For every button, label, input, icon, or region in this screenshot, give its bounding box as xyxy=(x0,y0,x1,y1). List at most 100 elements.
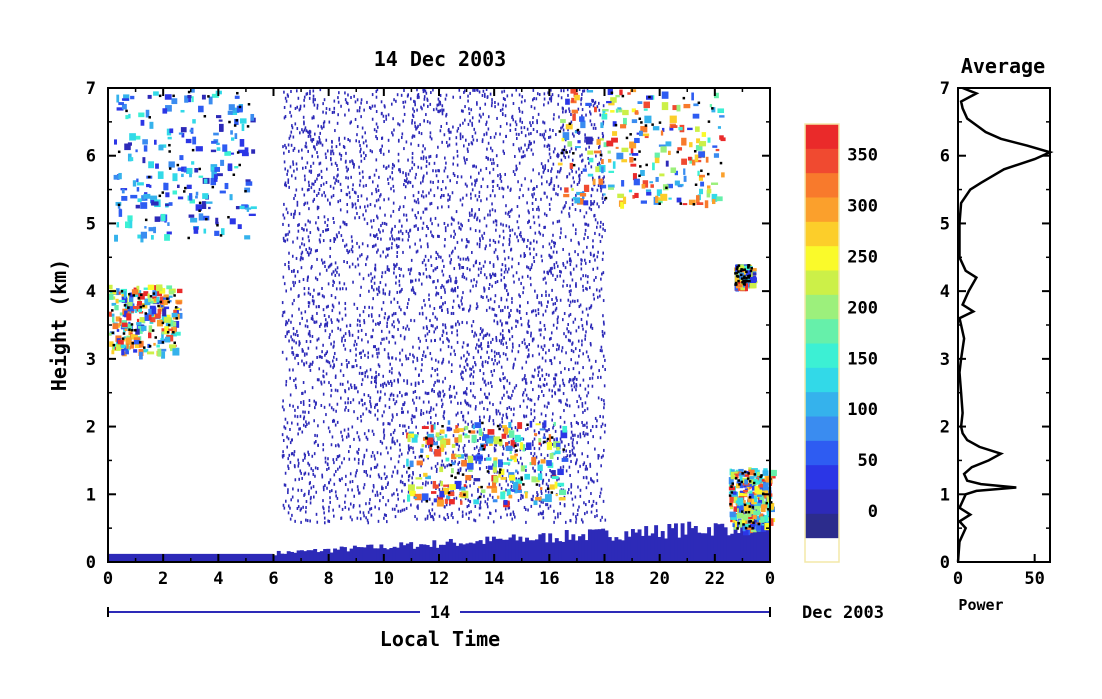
noise-speck xyxy=(412,471,414,475)
noise-speck xyxy=(376,250,378,254)
noise-speck xyxy=(414,415,416,419)
noise-speck xyxy=(410,280,412,284)
noise-speck xyxy=(594,126,597,130)
noise-speck xyxy=(286,169,289,173)
echo-patch xyxy=(439,490,445,498)
noise-speck xyxy=(532,309,535,313)
noise-speck xyxy=(587,355,590,359)
noise-speck xyxy=(578,348,581,352)
noise-speck xyxy=(604,518,607,522)
echo-patch xyxy=(414,496,417,499)
noise-speck xyxy=(425,410,428,414)
boundary-column xyxy=(439,544,443,562)
noise-speck xyxy=(515,132,518,136)
noise-speck xyxy=(530,412,533,416)
noise-speck xyxy=(521,340,524,344)
noise-speck xyxy=(322,488,325,492)
noise-speck xyxy=(348,191,351,195)
noise-speck xyxy=(365,516,367,520)
echo-patch xyxy=(505,445,513,452)
noise-speck xyxy=(293,339,295,343)
noise-speck xyxy=(351,518,353,522)
noise-speck xyxy=(382,288,385,292)
noise-speck xyxy=(472,88,474,92)
noise-speck xyxy=(331,320,333,324)
noise-speck xyxy=(400,136,403,140)
noise-speck xyxy=(284,483,287,487)
noise-speck xyxy=(577,107,580,111)
noise-speck xyxy=(586,454,589,458)
noise-speck xyxy=(286,211,289,215)
noise-speck xyxy=(536,130,538,134)
echo-patch xyxy=(411,435,418,443)
noise-speck xyxy=(602,314,604,318)
noise-speck xyxy=(343,136,346,140)
noise-speck xyxy=(353,94,355,98)
noise-speck xyxy=(526,127,529,131)
noise-speck xyxy=(574,317,577,321)
noise-speck xyxy=(347,432,350,436)
noise-speck xyxy=(500,175,502,179)
noise-speck xyxy=(458,266,461,270)
noise-speck xyxy=(465,244,468,248)
noise-speck xyxy=(318,378,320,382)
noise-speck xyxy=(352,505,355,509)
noise-speck xyxy=(391,438,394,442)
noise-speck xyxy=(381,487,383,491)
noise-speck xyxy=(443,410,446,414)
noise-speck xyxy=(585,113,587,117)
echo-patch xyxy=(743,489,749,493)
noise-speck xyxy=(582,520,584,524)
noise-speck xyxy=(290,335,292,339)
noise-speck xyxy=(501,309,504,313)
noise-speck xyxy=(382,152,385,156)
noise-speck xyxy=(309,292,312,296)
echo-patch xyxy=(147,284,155,290)
noise-speck xyxy=(502,223,504,227)
noise-speck xyxy=(469,227,472,231)
noise-speck xyxy=(542,277,545,281)
noise-speck xyxy=(414,367,417,371)
noise-speck xyxy=(405,357,408,361)
noise-speck xyxy=(534,368,536,372)
noise-speck xyxy=(549,135,552,139)
noise-speck xyxy=(411,476,413,480)
noise-speck xyxy=(312,94,315,98)
noise-speck xyxy=(602,227,604,231)
noise-speck xyxy=(538,394,540,398)
noise-speck xyxy=(284,417,287,421)
noise-speck xyxy=(435,256,438,260)
noise-speck xyxy=(469,304,472,308)
noise-speck xyxy=(435,358,437,362)
noise-speck xyxy=(553,438,555,442)
noise-speck xyxy=(587,235,589,239)
noise-speck xyxy=(500,179,503,183)
noise-speck xyxy=(284,499,287,503)
noise-speck xyxy=(330,489,333,493)
noise-speck xyxy=(566,327,568,331)
noise-speck xyxy=(313,288,315,292)
noise-speck xyxy=(562,279,565,283)
noise-speck xyxy=(463,90,465,94)
echo-patch xyxy=(555,437,558,445)
noise-speck xyxy=(308,207,310,211)
noise-speck xyxy=(593,123,596,127)
noise-speck xyxy=(336,235,338,239)
noise-speck xyxy=(495,410,498,414)
echo-patch xyxy=(531,457,537,465)
noise-speck xyxy=(551,412,554,416)
noise-speck xyxy=(572,176,574,180)
noise-speck xyxy=(361,170,364,174)
boundary-column xyxy=(697,532,702,562)
noise-speck xyxy=(602,454,604,458)
noise-speck xyxy=(601,272,603,276)
noise-speck xyxy=(478,190,481,194)
noise-speck xyxy=(369,474,372,478)
noise-speck xyxy=(308,489,310,493)
noise-speck xyxy=(426,514,429,518)
noise-speck xyxy=(284,181,287,185)
noise-speck xyxy=(360,159,363,163)
noise-speck xyxy=(485,295,488,299)
noise-speck xyxy=(434,216,437,220)
noise-speck xyxy=(330,162,333,166)
